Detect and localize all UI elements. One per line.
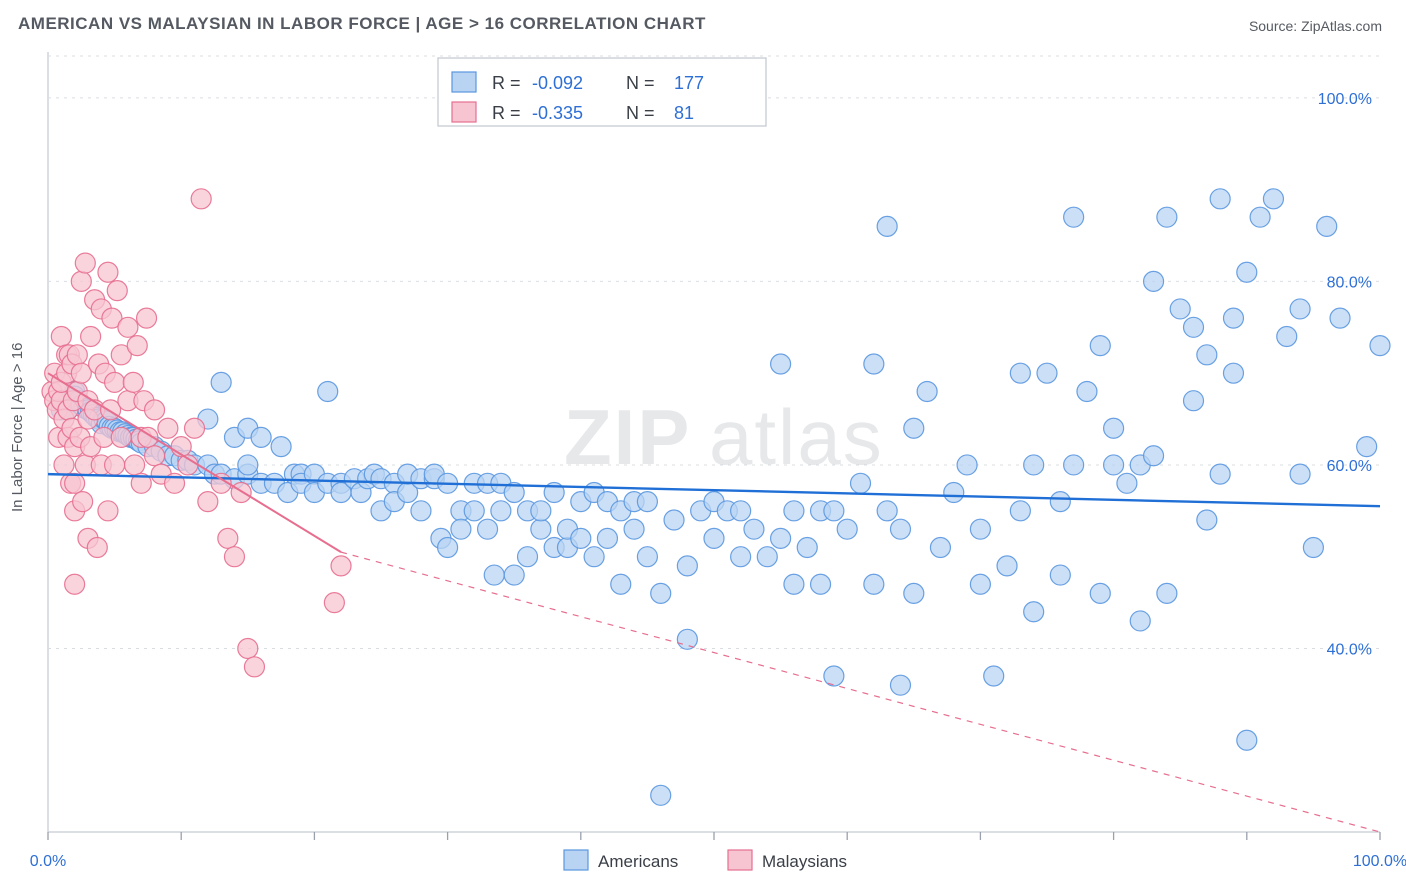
svg-text:R =: R =	[492, 73, 521, 93]
svg-text:100.0%: 100.0%	[1318, 91, 1372, 108]
chart-source: Source: ZipAtlas.com	[1249, 18, 1382, 34]
svg-text:177: 177	[674, 73, 704, 93]
svg-text:-0.092: -0.092	[532, 73, 583, 93]
svg-text:60.0%: 60.0%	[1327, 458, 1372, 475]
svg-text:40.0%: 40.0%	[1327, 641, 1372, 658]
svg-text:atlas: atlas	[709, 393, 884, 481]
svg-text:81: 81	[674, 103, 694, 123]
svg-text:Malaysians: Malaysians	[762, 852, 847, 871]
svg-text:N =: N =	[626, 73, 655, 93]
svg-text:N =: N =	[626, 103, 655, 123]
svg-text:ZIP: ZIP	[564, 393, 691, 481]
chart-title: AMERICAN VS MALAYSIAN IN LABOR FORCE | A…	[18, 14, 706, 34]
chart-container: 40.0% 60.0% 80.0% 100.0% 0.0% 100.0% In Labor …	[0, 42, 1406, 882]
svg-text:In Labor Force | Age > 16: In Labor Force | Age > 16	[9, 343, 26, 512]
svg-text:R =: R =	[492, 103, 521, 123]
svg-text:0.0%: 0.0%	[30, 853, 66, 870]
chart-header: AMERICAN VS MALAYSIAN IN LABOR FORCE | A…	[0, 0, 1406, 42]
svg-text:Americans: Americans	[598, 852, 678, 871]
svg-text:80.0%: 80.0%	[1327, 274, 1372, 291]
svg-text:-0.335: -0.335	[532, 103, 583, 123]
svg-text:100.0%: 100.0%	[1353, 853, 1406, 870]
scatter-chart: 40.0% 60.0% 80.0% 100.0% 0.0% 100.0% In Labor …	[0, 42, 1406, 882]
